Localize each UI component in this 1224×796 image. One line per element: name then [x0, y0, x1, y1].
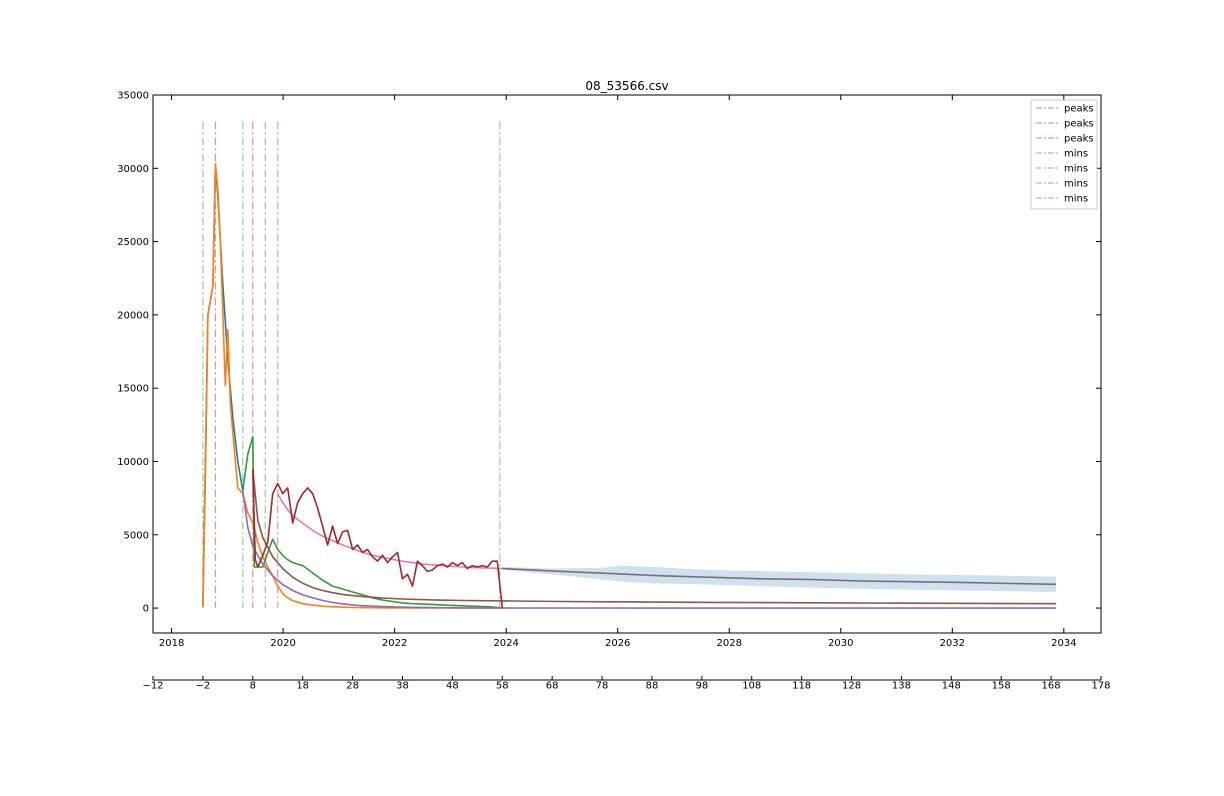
series-line-7 [502, 567, 1057, 586]
x-date-tick-label-7: 2032 [940, 638, 965, 649]
legend: peaks peaks peaks mins mins mins mins [1030, 99, 1098, 210]
x-axis-dates: 2018 2020 2022 2024 2026 2028 2030 2032 2034 [159, 95, 1077, 649]
x-index-tick-label-10: 88 [646, 681, 659, 692]
x-date-tick-label-1: 2020 [270, 638, 295, 649]
x-index-tick-label-12: 108 [742, 681, 761, 692]
x-date-tick-label-4: 2026 [605, 638, 630, 649]
legend-label-0: peaks [1064, 104, 1094, 115]
reference-lines-layer [202, 121, 501, 609]
x-axis-index: −12 −2 8 18 28 38 48 58 68 78 88 98 108 118 128 138 148 1… [142, 676, 1111, 692]
x-index-tick-label-13: 118 [792, 681, 811, 692]
y-tick-label-6: 30000 [117, 164, 149, 175]
legend-label-1: peaks [1064, 119, 1094, 130]
x-index-tick-label-3: 18 [296, 681, 309, 692]
series-line-0 [202, 163, 244, 607]
x-index-tick-label-9: 78 [596, 681, 609, 692]
x-index-tick-label-17: 158 [992, 681, 1011, 692]
x-index-tick-label-7: 58 [496, 681, 509, 692]
legend-label-4: mins [1064, 164, 1088, 175]
x-index-tick-label-2: 8 [250, 681, 256, 692]
x-index-tick-label-4: 28 [346, 681, 359, 692]
y-tick-label-0: 0 [143, 604, 149, 615]
series-line-6 [252, 468, 504, 609]
x-date-tick-label-5: 2028 [717, 638, 742, 649]
plot-area-frame [152, 94, 1102, 634]
x-date-tick-label-6: 2030 [828, 638, 853, 649]
series-line-4 [252, 468, 1057, 605]
legend-label-6: mins [1064, 194, 1088, 205]
x-date-tick-label-0: 2018 [159, 638, 184, 649]
y-tick-label-7: 35000 [117, 91, 149, 102]
y-tick-label-5: 25000 [117, 237, 149, 248]
x-index-tick-label-0: −12 [142, 681, 163, 692]
x-index-tick-label-19: 178 [1091, 681, 1110, 692]
x-index-tick-label-16: 148 [942, 681, 961, 692]
y-tick-label-1: 5000 [124, 530, 149, 541]
x-index-tick-label-18: 168 [1042, 681, 1061, 692]
x-date-tick-label-2: 2022 [382, 638, 407, 649]
x-date-tick-label-8: 2034 [1051, 638, 1076, 649]
y-tick-label-2: 10000 [117, 457, 149, 468]
series-line-1 [202, 163, 503, 609]
x-index-tick-label-11: 98 [695, 681, 708, 692]
chart-title: 08_53566.csv [585, 79, 668, 93]
series-line-5 [277, 493, 503, 570]
legend-label-3: mins [1064, 149, 1088, 160]
y-tick-label-3: 15000 [117, 384, 149, 395]
legend-label-2: peaks [1064, 134, 1094, 145]
x-index-tick-label-6: 48 [446, 681, 459, 692]
legend-label-5: mins [1064, 179, 1088, 190]
x-index-tick-label-1: −2 [196, 681, 211, 692]
x-index-tick-label-14: 128 [842, 681, 861, 692]
x-index-tick-label-5: 38 [396, 681, 409, 692]
series-layer [202, 163, 1057, 609]
series-line-3 [242, 490, 1057, 609]
y-tick-label-4: 20000 [117, 310, 149, 321]
x-index-tick-label-15: 138 [892, 681, 911, 692]
x-index-tick-label-8: 68 [546, 681, 559, 692]
x-date-tick-label-3: 2024 [493, 638, 518, 649]
legend-box [1030, 99, 1098, 210]
y-axis: 0 5000 10000 15000 20000 25000 30000 35000 [117, 91, 1101, 615]
series-line-2 [242, 435, 503, 609]
